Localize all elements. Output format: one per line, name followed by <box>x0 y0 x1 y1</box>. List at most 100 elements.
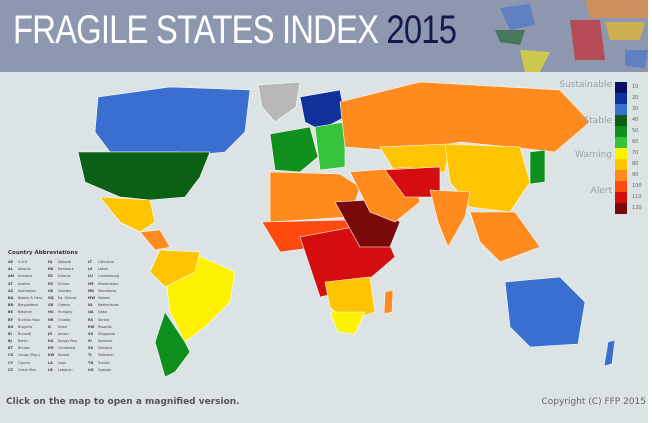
abbreviation-country: Azerbaijan <box>18 288 36 293</box>
abbreviation-item: BI Burundi <box>8 332 48 339</box>
abbreviation-item: DJ Djibouti <box>48 260 88 267</box>
title-year: 2015 <box>386 8 457 52</box>
region-madagascar[interactable] <box>383 289 394 315</box>
abbreviation-item: RS Serbia <box>88 318 128 325</box>
abbreviation-code: GR <box>48 303 54 308</box>
map-area[interactable]: Sustainable Stable Warning Alert 10 20 30 4… <box>0 72 648 395</box>
abbreviation-country: Estonia <box>58 274 71 279</box>
abbreviation-item: TN Tunisia <box>88 361 128 368</box>
abbreviation-country: Belgium <box>18 310 32 315</box>
world-map[interactable] <box>0 72 648 395</box>
legend-value: 40 <box>632 117 639 123</box>
abbreviation-country: Georgia <box>58 288 72 293</box>
abbreviation-code: UG <box>88 367 94 372</box>
abbreviation-country: Jordan <box>58 331 69 336</box>
abbreviation-code: AT <box>8 281 13 286</box>
region-india[interactable] <box>429 189 471 248</box>
page-title: FRAGILE STATES INDEX 2015 <box>13 8 457 53</box>
abbreviation-item: BD Bangladesh <box>8 303 48 310</box>
abbreviation-code: GE <box>48 288 54 293</box>
abbreviation-country: Burkina Faso <box>18 317 40 322</box>
abbreviation-item: RW Rwanda <box>88 325 128 332</box>
abbreviation-country: Luxembourg <box>98 274 120 279</box>
abbreviation-item: BG Bulgaria <box>8 325 48 332</box>
abbreviation-item: KG Kyrgyz Rep. <box>48 339 88 346</box>
abbreviation-code: HU <box>48 310 54 315</box>
abbreviation-country: Bulgaria <box>18 324 33 329</box>
abbreviation-item: BT Bhutan <box>8 346 48 353</box>
abbreviation-item: SK Slovakia <box>88 346 128 353</box>
abbreviation-country: Uganda <box>98 367 112 372</box>
abbreviation-item: LU Luxembourg <box>88 274 128 281</box>
legend-swatch <box>615 126 627 137</box>
region-united-states[interactable] <box>77 151 211 201</box>
abbreviation-code: GQ <box>48 295 54 300</box>
header-map-graphic <box>495 0 648 72</box>
abbreviation-column: AE U.A.E. AL Albania AM Armenia AT Austria AZ Aze… <box>8 260 48 375</box>
abbreviation-country: Cyprus <box>18 360 30 365</box>
region-central-america[interactable] <box>139 229 171 251</box>
abbreviation-country: Slovenia <box>98 339 113 344</box>
region-australia[interactable] <box>504 276 586 348</box>
region-mexico[interactable] <box>99 196 156 233</box>
region-russia[interactable] <box>339 81 591 153</box>
abbreviation-country: Bangladesh <box>18 303 38 308</box>
abbreviation-country: Denmark <box>58 267 74 272</box>
legend-swatch <box>615 170 627 181</box>
legend-value: 80 <box>632 161 639 167</box>
abbreviation-item: ER Eritrea <box>48 282 88 289</box>
legend-value: 50 <box>632 128 639 134</box>
abbreviation-code: BF <box>8 317 13 322</box>
legend-swatch <box>615 104 627 115</box>
region-greenland[interactable] <box>257 81 301 123</box>
abbreviation-code: AL <box>8 267 13 272</box>
legend-value: 70 <box>632 150 639 156</box>
abbreviation-country: Macedonia <box>98 288 117 293</box>
abbreviation-item: JO Jordan <box>48 332 88 339</box>
region-south-africa[interactable] <box>329 311 366 335</box>
abbreviation-code: NL <box>88 303 93 308</box>
abbreviation-code: ER <box>48 281 53 286</box>
abbreviation-code: AZ <box>8 288 14 293</box>
abbreviation-country: Armenia <box>18 274 33 279</box>
region-new-zealand[interactable] <box>603 339 616 367</box>
abbreviation-code: BD <box>8 303 14 308</box>
abbreviation-code: KH <box>48 346 54 351</box>
region-nordics[interactable] <box>299 89 346 131</box>
abbreviation-item: LA Laos <box>48 361 88 368</box>
abbreviation-item: CG Congo (Rep.) <box>8 353 48 360</box>
magnify-note: Click on the map to open a magnified ver… <box>6 397 240 407</box>
region-canada[interactable] <box>94 86 251 155</box>
legend-label-alert: Alert <box>590 186 612 196</box>
legend-swatch <box>615 93 627 104</box>
abbreviation-item: KW Kuwait <box>48 353 88 360</box>
abbreviation-code: LA <box>48 360 53 365</box>
abbreviation-code: SK <box>88 346 94 351</box>
region-central-asia[interactable] <box>379 143 451 173</box>
legend-label-stable: Stable <box>583 116 612 126</box>
abbreviation-code: CG <box>8 353 14 358</box>
region-northwest-south-america[interactable] <box>149 249 201 288</box>
abbreviation-country: Albania <box>18 267 31 272</box>
country-abbreviations: Country Abbreviations AE U.A.E. AL Albania A… <box>8 250 128 372</box>
region-southern-cone[interactable] <box>154 311 191 378</box>
abbreviation-item: QA Qatar <box>88 310 128 317</box>
abbreviation-country: Bosnia & Herz. <box>18 295 44 300</box>
abbreviation-country: Lebanon <box>58 367 73 372</box>
abbreviation-code: CY <box>8 360 13 365</box>
region-southeast-asia[interactable] <box>469 211 541 263</box>
abbreviation-item: UG Uganda <box>88 368 128 375</box>
abbreviation-country: Congo (Rep.) <box>18 353 41 358</box>
abbreviation-item: NL Netherlands <box>88 303 128 310</box>
abbreviation-code: BT <box>8 346 13 351</box>
abbreviation-code: DK <box>48 267 54 272</box>
region-eastern-europe[interactable] <box>314 121 346 171</box>
abbreviation-item: KH Cambodia <box>48 346 88 353</box>
region-japan[interactable] <box>529 149 546 185</box>
abbreviation-code: KW <box>48 353 55 358</box>
abbreviation-code: TN <box>88 360 94 365</box>
abbreviation-code: LV <box>88 267 93 272</box>
abbreviation-code: LB <box>48 367 53 372</box>
region-western-europe[interactable] <box>269 126 319 173</box>
legend-value: 100 <box>632 183 642 189</box>
